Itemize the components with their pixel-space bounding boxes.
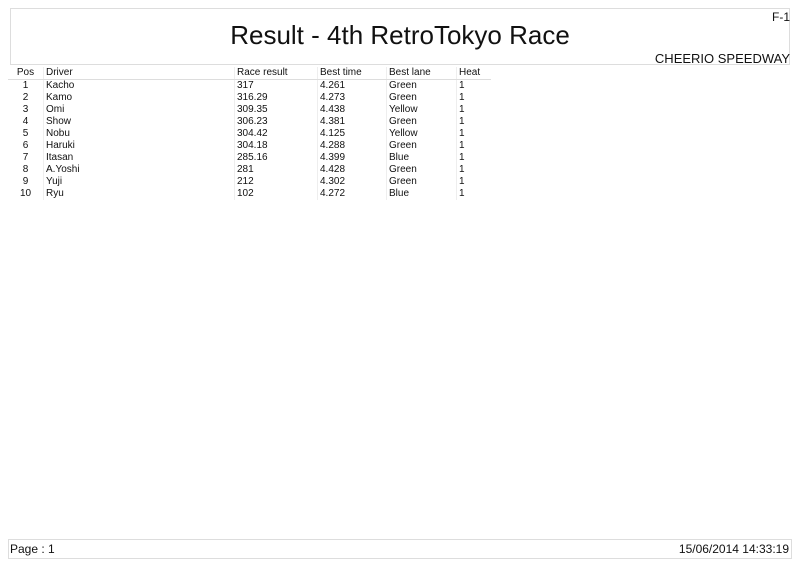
print-datetime: 15/06/2014 14:33:19 — [678, 542, 789, 556]
table-row: 1 Kacho 317 4.261 Green 1 — [8, 79, 491, 92]
cell-heat: 1 — [456, 140, 491, 152]
report-code: F-1 — [772, 10, 790, 24]
cell-race-result: 285.16 — [234, 152, 318, 164]
cell-heat: 1 — [456, 79, 491, 92]
cell-heat: 1 — [456, 92, 491, 104]
cell-best-time: 4.399 — [317, 152, 387, 164]
cell-driver: Nobu — [43, 128, 235, 140]
cell-driver: Ryu — [43, 188, 235, 200]
table-row: 4 Show 306.23 4.381 Green 1 — [8, 116, 491, 128]
cell-heat: 1 — [456, 164, 491, 176]
cell-heat: 1 — [456, 116, 491, 128]
cell-best-time: 4.428 — [317, 164, 387, 176]
results-table: Pos Driver Race result Best time Best lane He… — [8, 67, 491, 200]
cell-best-time: 4.438 — [317, 104, 387, 116]
cell-pos: 9 — [22, 176, 29, 187]
cell-best-lane: Green — [386, 176, 457, 188]
table-row: 2 Kamo 316.29 4.273 Green 1 — [8, 92, 491, 104]
cell-pos: 3 — [22, 104, 29, 115]
table-header: Pos Driver Race result Best time Best lane He… — [8, 67, 491, 80]
cell-pos: 7 — [22, 152, 29, 163]
cell-race-result: 317 — [234, 79, 318, 92]
table-row: 6 Haruki 304.18 4.288 Green 1 — [8, 140, 491, 152]
page-title: Result - 4th RetroTokyo Race — [230, 20, 570, 50]
cell-driver: Omi — [43, 104, 235, 116]
cell-best-time: 4.272 — [317, 188, 387, 200]
table-row: 5 Nobu 304.42 4.125 Yellow 1 — [8, 128, 491, 140]
cell-driver: Haruki — [43, 140, 235, 152]
cell-best-lane: Green — [386, 164, 457, 176]
cell-pos: 1 — [22, 80, 29, 91]
cell-heat: 1 — [456, 104, 491, 116]
cell-best-time: 4.302 — [317, 176, 387, 188]
page-number: Page : 1 — [10, 542, 55, 556]
cell-best-lane: Green — [386, 116, 457, 128]
cell-best-time: 4.125 — [317, 128, 387, 140]
cell-pos: 6 — [22, 140, 29, 151]
cell-heat: 1 — [456, 176, 491, 188]
cell-driver: Kamo — [43, 92, 235, 104]
cell-best-lane: Blue — [386, 188, 457, 200]
column-header-pos: Pos — [8, 67, 44, 80]
cell-driver: Show — [43, 116, 235, 128]
cell-best-lane: Yellow — [386, 128, 457, 140]
cell-best-lane: Green — [386, 79, 457, 92]
cell-heat: 1 — [456, 128, 491, 140]
cell-race-result: 304.18 — [234, 140, 318, 152]
cell-pos: 8 — [22, 164, 29, 175]
cell-best-lane: Green — [386, 140, 457, 152]
cell-pos: 5 — [22, 128, 29, 139]
table-row: 8 A.Yoshi 281 4.428 Green 1 — [8, 164, 491, 176]
cell-best-lane: Green — [386, 92, 457, 104]
cell-driver: Itasan — [43, 152, 235, 164]
header-box — [10, 8, 790, 65]
venue-name: CHEERIO SPEEDWAY — [654, 51, 790, 66]
cell-driver: Kacho — [43, 79, 235, 92]
cell-pos: 10 — [19, 188, 32, 199]
cell-best-lane: Blue — [386, 152, 457, 164]
cell-race-result: 316.29 — [234, 92, 318, 104]
cell-pos: 4 — [22, 116, 29, 127]
column-header-best-lane: Best lane — [386, 67, 457, 80]
cell-driver: A.Yoshi — [43, 164, 235, 176]
column-header-race-result: Race result — [234, 67, 318, 80]
cell-driver: Yuji — [43, 176, 235, 188]
cell-best-time: 4.381 — [317, 116, 387, 128]
cell-best-time: 4.261 — [317, 79, 387, 92]
cell-heat: 1 — [456, 188, 491, 200]
cell-race-result: 102 — [234, 188, 318, 200]
cell-race-result: 212 — [234, 176, 318, 188]
cell-heat: 1 — [456, 152, 491, 164]
table-row: 3 Omi 309.35 4.438 Yellow 1 — [8, 104, 491, 116]
table-row: 7 Itasan 285.16 4.399 Blue 1 — [8, 152, 491, 164]
cell-race-result: 281 — [234, 164, 318, 176]
table-row: 9 Yuji 212 4.302 Green 1 — [8, 176, 491, 188]
cell-best-time: 4.288 — [317, 140, 387, 152]
cell-pos: 2 — [22, 92, 29, 103]
cell-race-result: 309.35 — [234, 104, 318, 116]
cell-race-result: 306.23 — [234, 116, 318, 128]
table-row: 10 Ryu 102 4.272 Blue 1 — [8, 188, 491, 200]
column-header-best-time: Best time — [317, 67, 387, 80]
cell-race-result: 304.42 — [234, 128, 318, 140]
column-header-driver: Driver — [43, 67, 235, 80]
cell-best-time: 4.273 — [317, 92, 387, 104]
column-header-heat: Heat — [456, 67, 491, 80]
cell-best-lane: Yellow — [386, 104, 457, 116]
footer-box — [8, 539, 792, 559]
